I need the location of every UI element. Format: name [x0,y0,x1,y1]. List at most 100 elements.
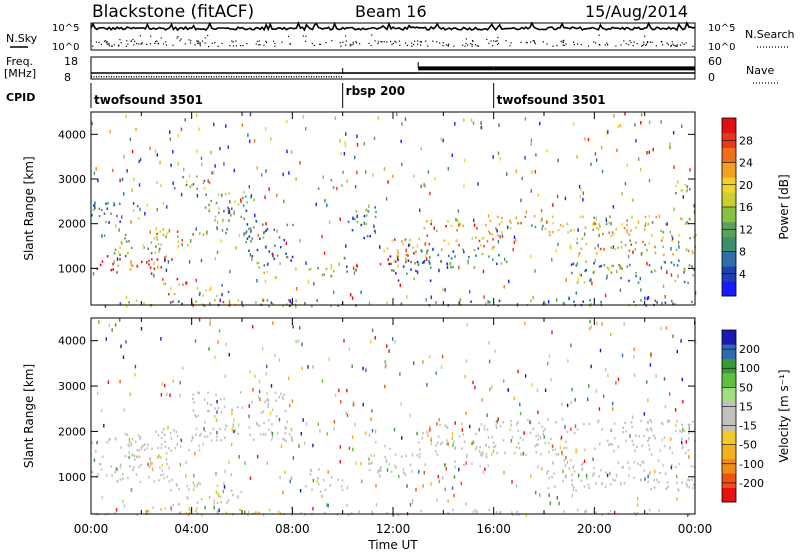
velocity-cell [516,510,519,513]
power-cell [374,206,376,209]
velocity-cell [203,398,206,401]
velocity-cell [116,479,119,483]
power-scatter-cell [537,193,539,197]
velocity-scatter-cell [266,461,269,465]
power-cell [259,237,261,240]
power-cell [166,232,168,235]
power-cell [386,247,389,250]
power-scatter-cell [344,140,346,145]
power-cell [268,250,271,253]
colorbar-tick-label: 24 [739,157,753,170]
power-cell [321,273,324,277]
velocity-cell [300,511,303,515]
velocity-cell [165,452,168,455]
nsearch-point [406,44,408,47]
power-cell [584,226,587,229]
velocity-cell [216,435,218,438]
colorbar-swatch [722,207,736,223]
velocity-scatter-cell [317,422,319,426]
power-cell [330,304,332,308]
velocity-scatter-cell [574,424,577,428]
colorbar-swatch [722,147,736,163]
nsearch-point [462,44,464,46]
velocity-cell [555,421,557,424]
velocity-cell [270,430,273,434]
power-cell [544,302,547,305]
velocity-cell [547,469,549,473]
power-scatter-cell [530,142,532,146]
power-scatter-cell [565,278,567,282]
velocity-scatter-cell [513,396,515,400]
power-cell [626,219,628,222]
velocity-cell [204,429,206,432]
nsearch-point [371,34,373,36]
velocity-cell [374,441,377,444]
power-scatter-cell [305,127,307,131]
power-cell [454,255,456,258]
power-scatter-cell [469,290,471,294]
power-cell [445,225,447,228]
nsearch-point [573,41,575,43]
velocity-cell [430,442,433,446]
velocity-cell [194,414,196,417]
power-scatter-cell [673,207,675,212]
velocity-cell [463,463,465,467]
velocity-scatter-cell [218,493,220,498]
velocity-scatter-cell [413,361,415,365]
power-cell [418,237,421,241]
nsky-line [90,20,696,32]
velocity-scatter-cell [612,401,614,406]
power-scatter-cell [583,232,586,236]
power-scatter-cell [670,247,672,251]
velocity-cell [466,456,468,459]
velocity-scatter-cell [203,426,205,431]
nsearch-point [162,43,165,45]
power-cell [397,279,400,282]
velocity-cell [322,478,325,482]
velocity-cell [486,428,489,431]
velocity-cell [420,510,422,513]
velocity-cell [147,443,149,446]
velocity-cell [625,430,627,433]
power-scatter-cell [154,149,157,153]
nsearch-point [352,41,354,43]
velocity-scatter-cell [429,427,431,432]
velocity-cell [671,451,674,455]
velocity-scatter-cell [453,493,455,498]
velocity-scatter-cell [587,397,589,402]
power-cell [481,252,484,256]
nsearch-point [647,41,649,43]
power-cell [198,232,201,235]
velocity-scatter-cell [327,470,329,474]
velocity-cell [188,512,191,515]
power-scatter-cell [265,245,267,249]
velocity-scatter-cell [160,337,162,341]
nsearch-point [211,42,213,44]
velocity-cell [166,462,168,466]
power-scatter-cell [472,121,475,125]
power-scatter-cell [153,274,155,278]
velocity-cell [247,513,249,517]
nsearch-point [125,45,127,47]
y-tick-label: 1000 [58,262,86,275]
power-cell [567,231,569,234]
velocity-scatter-cell [375,503,378,507]
power-scatter-cell [463,118,465,122]
velocity-cell [216,484,219,487]
velocity-scatter-cell [312,478,315,483]
velocity-scatter-cell [299,489,302,493]
velocity-scatter-cell [415,487,417,492]
velocity-cell [288,433,291,436]
power-cell [393,238,396,241]
velocity-scatter-cell [198,318,201,322]
nsearch-point [120,42,122,44]
nsearch-point [105,40,107,42]
velocity-cell [165,458,168,461]
colorbar-swatch [722,344,736,359]
power-cell [576,281,579,284]
velocity-scatter-cell [352,447,354,452]
date-title: 15/Aug/2014 [585,2,688,21]
power-scatter-cell [207,179,209,183]
power-cell [654,245,656,249]
power-scatter-cell [506,172,508,176]
